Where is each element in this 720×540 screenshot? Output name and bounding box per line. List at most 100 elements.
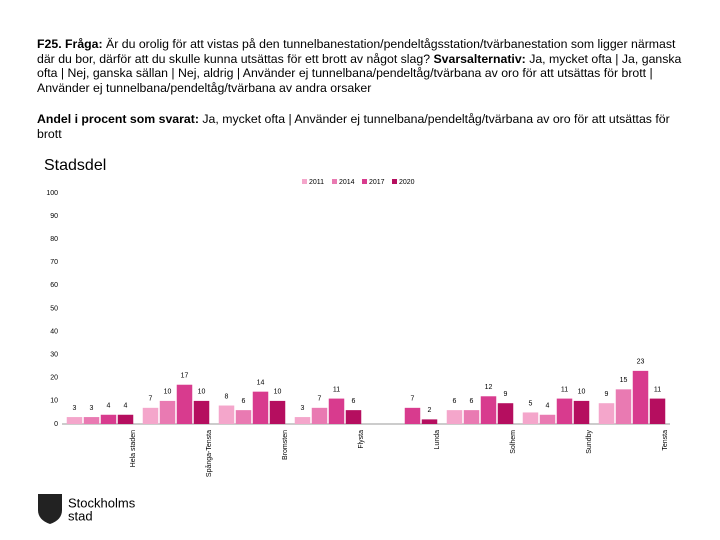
bar [649, 398, 666, 424]
question-text: Är du orolig för att vistas på den tunne… [37, 37, 676, 66]
x-tick-label: Lunda [434, 430, 441, 450]
data-label: 23 [637, 359, 645, 366]
legend-label: 2020 [399, 179, 415, 186]
x-tick-label: Sundby [586, 430, 593, 454]
bar [193, 400, 210, 424]
data-label: 10 [578, 389, 586, 396]
bar [311, 407, 328, 424]
bar [497, 403, 514, 424]
x-tick-label: Tensta [662, 430, 669, 451]
bar [539, 414, 556, 424]
y-tick-label: 80 [50, 236, 58, 243]
y-tick-label: 70 [50, 259, 58, 266]
y-tick-label: 40 [50, 328, 58, 335]
data-label: 3 [73, 405, 77, 412]
bar [522, 412, 539, 424]
data-label: 5 [529, 400, 533, 407]
data-label: 10 [198, 389, 206, 396]
data-label: 3 [90, 405, 94, 412]
data-label: 3 [301, 405, 305, 412]
data-label: 6 [242, 398, 246, 405]
legend-label: 2017 [369, 179, 385, 186]
legend-swatch [332, 179, 337, 184]
data-label: 7 [318, 396, 322, 403]
data-label: 11 [561, 386, 568, 393]
bar [117, 414, 134, 424]
bar [404, 407, 421, 424]
bar [632, 370, 649, 424]
bar [421, 419, 438, 424]
y-tick-label: 10 [50, 398, 58, 405]
data-label: 6 [352, 398, 356, 405]
data-label: 10 [274, 389, 282, 396]
bar [345, 410, 362, 424]
logo: Stockholms stad [38, 494, 136, 524]
data-label: 11 [654, 386, 661, 393]
bar [556, 398, 573, 424]
bar [598, 403, 615, 424]
data-label: 11 [333, 386, 340, 393]
bar [66, 417, 83, 424]
bar [142, 407, 159, 424]
data-label: 10 [164, 389, 172, 396]
logo-text: stad [68, 508, 93, 523]
bar [480, 396, 497, 424]
data-label: 15 [620, 377, 628, 384]
data-label: 4 [107, 403, 111, 410]
answer-text: Ja, mycket ofta | Ja, ganska ofta | Nej,… [37, 51, 682, 95]
data-label: 4 [124, 403, 128, 410]
data-label: 9 [504, 391, 508, 398]
chart-title: Stadsdel [44, 157, 106, 174]
bar [446, 410, 463, 424]
share-label: Andel i procent som svarat: [37, 112, 199, 126]
legend-swatch [302, 179, 307, 184]
data-label: 6 [470, 398, 474, 405]
legend-label: 2011 [309, 179, 324, 186]
bar [573, 400, 590, 424]
x-tick-label: Solhem [510, 430, 517, 454]
logo-text: Stockholms [68, 495, 136, 510]
bar [615, 389, 632, 424]
bar [159, 400, 176, 424]
y-tick-label: 90 [50, 213, 58, 220]
legend-swatch [392, 179, 397, 184]
x-tick-label: Bromsten [282, 430, 289, 460]
header: F25. Fråga: Är du orolig för att vistas … [37, 37, 687, 158]
y-tick-label: 60 [50, 282, 58, 289]
bar [83, 417, 100, 424]
y-tick-label: 20 [50, 375, 58, 382]
question-label: F25. Fråga: [37, 37, 103, 51]
y-tick-label: 50 [50, 305, 58, 312]
y-tick-label: 100 [46, 190, 58, 197]
bar [463, 410, 480, 424]
x-tick-label: Spånga-Tensta [205, 430, 213, 477]
x-tick-label: Flysta [358, 430, 365, 449]
bar [294, 417, 311, 424]
data-label: 9 [605, 391, 609, 398]
y-tick-label: 30 [50, 352, 58, 359]
bar [252, 391, 269, 424]
legend-swatch [362, 179, 367, 184]
share-text: Ja, mycket ofta | Använder ej tunnelbana… [37, 112, 670, 141]
data-label: 12 [485, 384, 493, 391]
bar [328, 398, 345, 424]
bar [235, 410, 252, 424]
y-tick-label: 0 [54, 421, 58, 428]
data-label: 8 [225, 393, 229, 400]
data-label: 7 [149, 396, 153, 403]
bar [100, 414, 117, 424]
data-label: 14 [257, 380, 265, 387]
share: Andel i procent som svarat: Ja, mycket o… [37, 112, 687, 141]
bar [218, 405, 235, 424]
bar [269, 400, 286, 424]
bar [176, 384, 193, 424]
question: F25. Fråga: Är du orolig för att vistas … [37, 37, 687, 95]
x-tick-label: Hela staden [130, 430, 137, 467]
data-label: 7 [411, 396, 415, 403]
data-label: 4 [546, 403, 550, 410]
legend-label: 2014 [339, 179, 355, 186]
data-label: 17 [181, 373, 189, 380]
data-label: 2 [428, 407, 432, 414]
